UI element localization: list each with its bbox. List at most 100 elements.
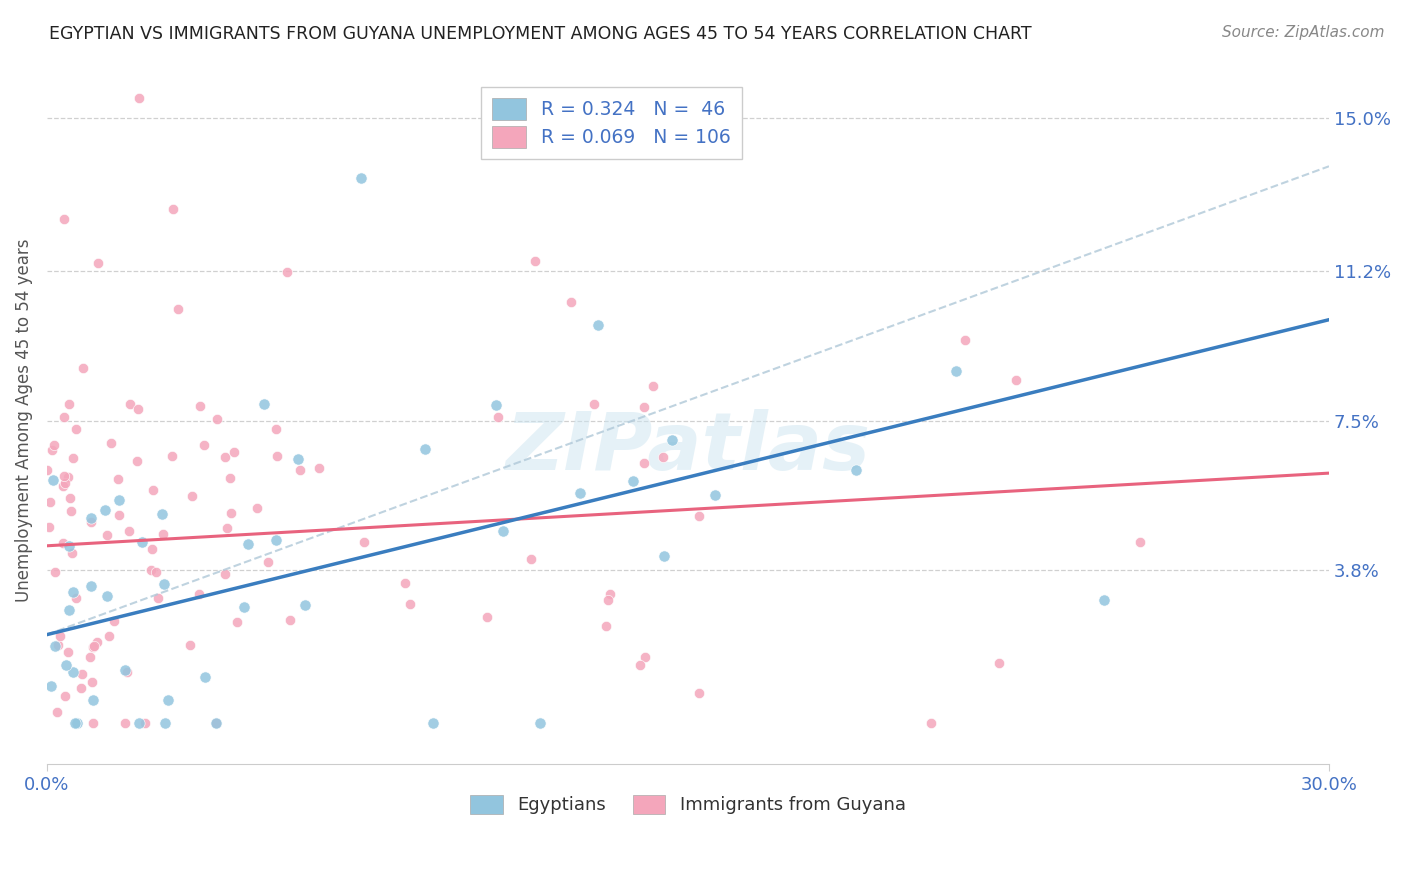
Point: [53, 475, 76, 490]
Point: [108, 493, 131, 508]
Point: [153, 716, 176, 731]
Point: [145, 565, 167, 579]
Point: [58, 539, 80, 553]
Point: [157, 692, 180, 706]
Point: [60, 546, 83, 560]
Point: [520, 552, 543, 566]
Point: [82, 640, 104, 654]
Point: [599, 587, 621, 601]
Point: [72, 360, 94, 375]
Point: [70, 666, 93, 681]
Point: [49, 629, 72, 643]
Point: [58, 603, 80, 617]
Point: [65, 421, 87, 435]
Point: [55, 689, 77, 703]
Point: [59, 491, 82, 505]
Point: [945, 364, 967, 378]
Point: [290, 463, 312, 477]
Point: [308, 461, 330, 475]
Point: [120, 396, 142, 410]
Point: [108, 508, 131, 523]
Point: [58, 397, 80, 411]
Point: [82, 716, 104, 731]
Point: [62, 665, 84, 679]
Point: [80, 579, 103, 593]
Point: [688, 509, 710, 524]
Point: [150, 508, 173, 522]
Point: [128, 90, 150, 104]
Point: [62, 584, 84, 599]
Point: [37, 463, 59, 477]
Point: [398, 598, 420, 612]
Point: [350, 171, 373, 186]
Point: [569, 486, 592, 500]
Point: [353, 534, 375, 549]
Point: [69, 681, 91, 695]
Point: [641, 379, 664, 393]
Point: [634, 650, 657, 665]
Point: [214, 566, 236, 581]
Point: [238, 537, 260, 551]
Point: [485, 398, 508, 412]
Point: [595, 619, 617, 633]
Point: [42, 473, 65, 487]
Point: [253, 397, 276, 411]
Point: [703, 488, 725, 502]
Point: [56, 469, 79, 483]
Point: [44, 438, 66, 452]
Point: [134, 716, 156, 731]
Point: [529, 716, 551, 731]
Point: [39, 495, 62, 509]
Point: [65, 591, 87, 606]
Point: [146, 591, 169, 606]
Point: [294, 599, 316, 613]
Point: [44, 639, 66, 653]
Point: [276, 265, 298, 279]
Point: [58, 645, 80, 659]
Point: [214, 450, 236, 464]
Point: [845, 463, 868, 477]
Y-axis label: Unemployment Among Ages 45 to 54 years: Unemployment Among Ages 45 to 54 years: [15, 239, 32, 602]
Point: [586, 318, 609, 333]
Point: [45, 705, 67, 719]
Point: [142, 483, 165, 497]
Point: [114, 663, 136, 677]
Point: [486, 409, 509, 424]
Point: [266, 449, 288, 463]
Point: [52, 479, 75, 493]
Point: [633, 400, 655, 414]
Point: [988, 656, 1011, 670]
Point: [46, 638, 69, 652]
Point: [224, 445, 246, 459]
Point: [115, 665, 138, 679]
Point: [422, 716, 444, 731]
Point: [194, 670, 217, 684]
Point: [103, 614, 125, 628]
Point: [80, 674, 103, 689]
Point: [264, 422, 287, 436]
Point: [127, 401, 149, 416]
Point: [188, 399, 211, 413]
Point: [65, 716, 87, 731]
Point: [394, 576, 416, 591]
Point: [1129, 535, 1152, 549]
Point: [83, 639, 105, 653]
Point: [219, 506, 242, 520]
Point: [621, 474, 644, 488]
Point: [217, 521, 239, 535]
Point: [233, 600, 256, 615]
Point: [193, 438, 215, 452]
Point: [1092, 592, 1115, 607]
Text: ZIPatlas: ZIPatlas: [505, 409, 870, 487]
Point: [257, 555, 280, 569]
Point: [96, 528, 118, 542]
Point: [596, 592, 619, 607]
Point: [96, 589, 118, 603]
Point: [167, 301, 190, 316]
Point: [475, 610, 498, 624]
Point: [86, 635, 108, 649]
Point: [560, 295, 582, 310]
Point: [52, 536, 75, 550]
Point: [128, 716, 150, 731]
Point: [652, 549, 675, 563]
